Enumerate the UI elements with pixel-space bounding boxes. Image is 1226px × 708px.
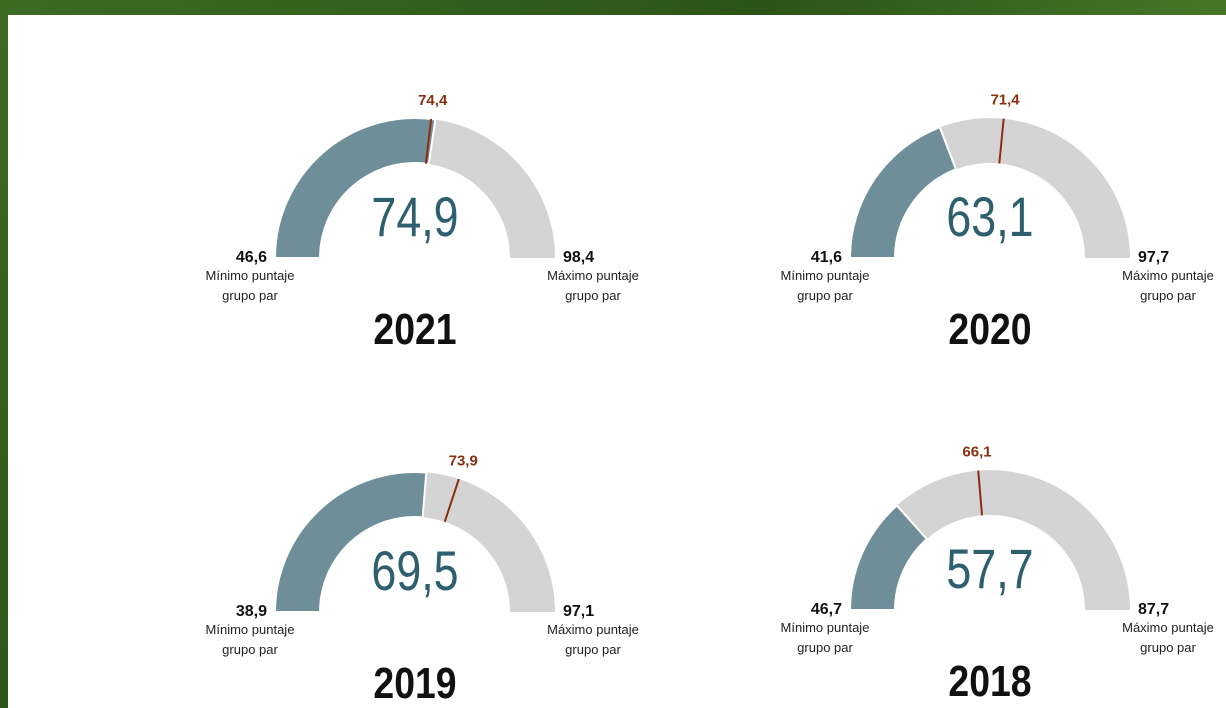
chart-title: 2021 <box>373 304 456 354</box>
max-caption: Máximo puntaje grupo par <box>1122 620 1214 655</box>
target-label: 66,1 <box>962 444 991 461</box>
gauge-value <box>848 126 958 259</box>
min-label: 38,9 <box>236 603 267 620</box>
min-caption: Mínimo puntaje grupo par <box>205 268 295 303</box>
target-marker <box>424 118 433 164</box>
max-label: 97,1 <box>563 603 594 620</box>
target-marker <box>443 478 460 523</box>
target-marker <box>998 118 1005 164</box>
min-caption: Mínimo puntaje grupo par <box>780 268 870 303</box>
max-label: 87,7 <box>1138 601 1169 618</box>
gauge-value <box>273 471 428 613</box>
min-caption: Mínimo puntaje grupo par <box>780 620 870 655</box>
gauge-value-label: 74,9 <box>371 185 458 248</box>
gauge-value <box>848 504 929 611</box>
min-label: 41,6 <box>811 249 842 266</box>
chart-title: 2019 <box>373 658 456 708</box>
target-marker <box>977 470 983 516</box>
min-label: 46,7 <box>811 601 842 618</box>
min-caption: Mínimo puntaje grupo par <box>205 622 295 657</box>
target-label: 71,4 <box>990 92 1020 109</box>
max-caption: Máximo puntaje grupo par <box>547 268 639 303</box>
gauge-value <box>273 117 437 259</box>
gauge-value-label: 57,7 <box>946 537 1033 600</box>
target-label: 74,4 <box>418 92 448 109</box>
max-label: 98,4 <box>563 249 594 266</box>
max-caption: Máximo puntaje grupo par <box>547 622 639 657</box>
max-label: 97,7 <box>1138 249 1169 266</box>
min-label: 46,6 <box>236 249 267 266</box>
chart-title: 2020 <box>948 304 1031 354</box>
chart-title: 2018 <box>948 656 1031 706</box>
gauge-value-label: 63,1 <box>946 185 1033 248</box>
max-caption: Máximo puntaje grupo par <box>1122 268 1214 303</box>
target-label: 73,9 <box>449 453 478 470</box>
gauge-track <box>850 470 1130 610</box>
gauge-value-label: 69,5 <box>371 539 458 602</box>
